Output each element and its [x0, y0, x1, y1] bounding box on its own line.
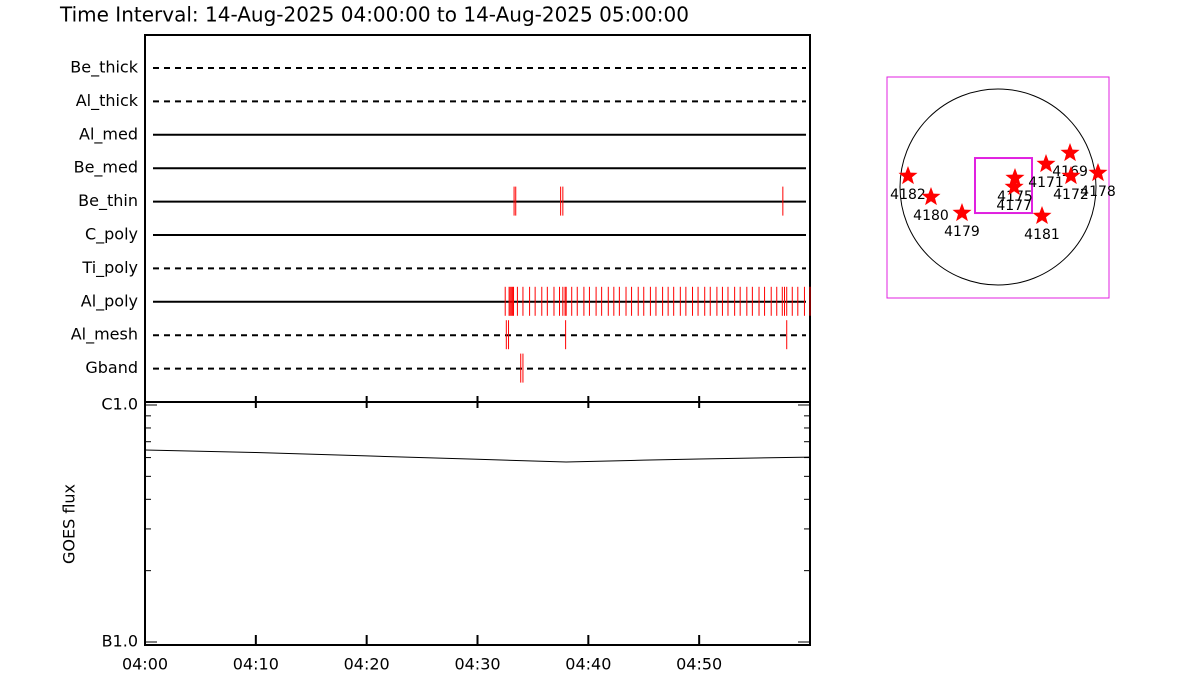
y-axis-label: GOES flux [60, 484, 79, 564]
region-label: 4175 [997, 189, 1033, 205]
x-tick-label: 04:20 [344, 655, 390, 674]
filter-label: Al_thick [76, 91, 139, 111]
filter-label: Al_poly [81, 291, 138, 311]
solar-disk [899, 88, 1097, 286]
region-label: 4181 [1024, 227, 1060, 243]
map-frame [886, 76, 1110, 299]
region-label: 4179 [944, 224, 980, 240]
region-star [1088, 163, 1108, 182]
region-label: 4172 [1053, 187, 1089, 203]
region-star [1032, 206, 1052, 224]
region-star [1004, 177, 1024, 196]
region-label: 4180 [913, 208, 949, 224]
timeline-frame [144, 34, 811, 403]
filter-label: Be_med [74, 158, 138, 178]
goes-flux-line [144, 449, 811, 463]
goes-frame [144, 401, 811, 646]
region-star [1060, 143, 1080, 162]
filter-label: Al_mesh [71, 325, 138, 345]
region-label: 4178 [1080, 184, 1116, 200]
region-star [898, 166, 918, 185]
region-label: 4171 [1028, 175, 1064, 191]
region-star [1005, 168, 1025, 187]
x-tick-label: 04:10 [233, 655, 279, 674]
filter-label: C_poly [85, 225, 138, 245]
filter-label: Be_thick [70, 58, 138, 78]
filter-label: Ti_poly [81, 258, 138, 278]
filter-label: Gband [85, 358, 138, 377]
filter-label: Be_thin [78, 191, 138, 211]
fov-box [973, 157, 1034, 215]
region-label: 4177 [996, 198, 1032, 214]
page-title: Time Interval: 14-Aug-2025 04:00:00 to 1… [59, 3, 689, 27]
y-tick-label: B1.0 [102, 632, 138, 651]
x-tick-label: 04:50 [676, 655, 722, 674]
region-star [921, 187, 941, 206]
region-star [1061, 166, 1081, 185]
region-star [1036, 154, 1056, 173]
x-tick-label: 04:00 [122, 655, 168, 674]
region-label: 4182 [890, 187, 926, 203]
x-tick-label: 04:30 [454, 655, 500, 674]
filter-label: Al_med [79, 124, 138, 144]
x-tick-label: 04:40 [565, 655, 611, 674]
region-star [952, 203, 972, 222]
y-tick-label: C1.0 [101, 395, 138, 414]
